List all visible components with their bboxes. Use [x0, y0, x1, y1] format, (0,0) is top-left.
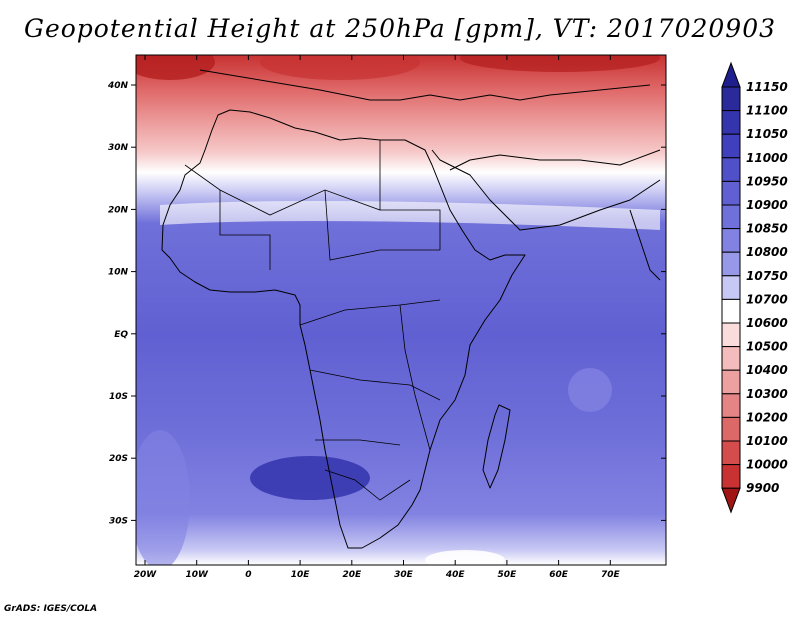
lat-label: 10N: [108, 268, 129, 278]
colorbar-label: 10800: [746, 245, 788, 259]
lon-label: 70E: [601, 570, 621, 580]
lat-label: 30S: [109, 516, 128, 526]
lon-label: 40E: [445, 570, 466, 580]
colorbar-label: 11150: [746, 80, 788, 94]
colorbar-label: 10950: [746, 174, 788, 188]
colorbar-top-arrow: [721, 61, 741, 88]
lon-label: 60E: [549, 570, 569, 580]
grads-credit: GrADS: IGES/COLA: [4, 604, 98, 614]
colorbar-label: 10600: [746, 316, 788, 330]
lat-label: 20N: [108, 205, 129, 215]
map-plot-area: [135, 54, 667, 566]
colorbar-segment: [721, 440, 741, 466]
colorbar-label: 11000: [746, 151, 788, 165]
colorbar-segment: [721, 369, 741, 395]
map-title: Geopotential Height at 250hPa [gpm], VT:…: [23, 14, 777, 43]
colorbar-segment: [721, 393, 741, 418]
colorbar-label: 11050: [746, 127, 788, 141]
colorbar-label: 10500: [746, 340, 788, 354]
lat-label: EQ: [114, 330, 128, 340]
colorbar-segment: [721, 110, 741, 135]
colorbar-segment: [721, 228, 741, 253]
colorbar-segment: [721, 180, 741, 206]
colorbar-segment: [721, 251, 741, 277]
colorbar-label: 10200: [746, 410, 788, 424]
lat-label: 30N: [108, 143, 129, 153]
lon-label: 10E: [291, 570, 311, 580]
colorbar-segment: [721, 133, 741, 159]
colorbar-segment: [721, 464, 741, 489]
colorbar-segment: [721, 86, 741, 112]
latitude-axis: 40N 30N 20N 10N EQ 10S 20S 30S: [107, 81, 666, 526]
lon-label: 50E: [498, 570, 518, 580]
colorbar-label: 10750: [746, 269, 788, 283]
colorbar-segment: [721, 416, 741, 442]
colorbar-segment: [721, 346, 741, 371]
colorbar-label: 10700: [746, 292, 788, 306]
colorbar-segment: [721, 322, 741, 348]
geopotential-field: [136, 55, 666, 565]
colorbar-label: 10000: [746, 458, 788, 472]
colorbar-label: 9900: [746, 481, 779, 495]
country-borders: [184, 140, 441, 501]
map-frame: [135, 54, 667, 566]
colorbar-label: 10100: [746, 434, 788, 448]
lat-label: 20S: [109, 454, 128, 464]
lat-label: 40N: [107, 81, 129, 91]
colorbar-segment: [721, 204, 741, 230]
lon-label: 0: [245, 570, 251, 580]
lon-label: 10W: [185, 570, 209, 580]
colorbar-segment: [721, 275, 741, 300]
colorbar-bottom-arrow: [721, 487, 741, 514]
lat-label: 10S: [109, 392, 128, 402]
colorbar-label: 10850: [746, 222, 788, 236]
colorbar-label: 10900: [746, 198, 788, 212]
lon-label: 20E: [342, 570, 362, 580]
colorbar-label: 11100: [746, 104, 788, 118]
lon-label: 30E: [394, 570, 414, 580]
field-features: [136, 55, 660, 565]
colorbar-label: 10300: [746, 387, 788, 401]
colorbar-legend: 11150 11100 11050 11000 10950 10900 10850 10800…: [721, 61, 788, 514]
lon-label: 20W: [134, 570, 158, 580]
colorbar-segment: [721, 157, 741, 182]
colorbar-segment: [721, 298, 741, 324]
longitude-axis: 20W 10W 0 10E 20E 30E 40E 50E 60E 70E: [134, 55, 621, 580]
colorbar-label: 10400: [746, 363, 788, 377]
